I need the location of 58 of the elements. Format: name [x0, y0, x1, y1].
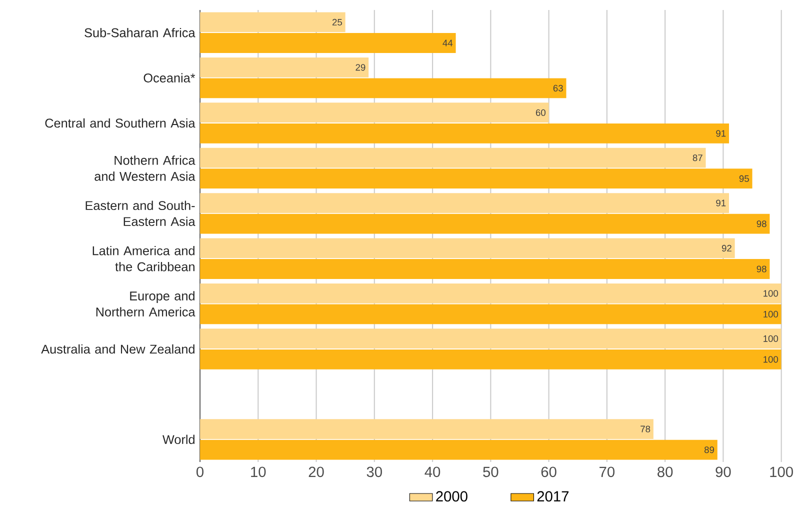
x-tick-label: 60	[541, 466, 556, 478]
bar	[200, 148, 706, 168]
bar	[200, 214, 770, 234]
x-tick-label: 70	[600, 466, 615, 478]
y-tick-label: Europe and Northern America	[96, 291, 196, 316]
bar	[200, 193, 730, 213]
x-tick-label: 10	[251, 466, 266, 478]
bar	[200, 123, 730, 144]
x-tick-label: 80	[658, 466, 673, 478]
data-label: 91	[716, 130, 726, 137]
x-tick-label: 90	[716, 466, 731, 478]
y-tick-label: Oceania*	[144, 73, 196, 82]
data-label: 98	[756, 220, 766, 228]
data-label: 25	[332, 18, 342, 26]
bar	[200, 238, 735, 258]
y-tick-label: Sub-Saharan Africa	[84, 28, 196, 38]
data-label: 92	[722, 244, 732, 252]
data-label: 100	[764, 310, 778, 318]
data-label: 98	[756, 266, 766, 272]
data-label: 63	[553, 84, 563, 92]
x-tick-label: 20	[308, 466, 324, 478]
bar	[200, 283, 782, 304]
bar	[200, 259, 770, 279]
bar	[200, 168, 752, 189]
y-tick-label: World	[162, 434, 194, 444]
data-label: 100	[764, 356, 778, 363]
bar	[200, 328, 782, 349]
x-tick-label: 0	[196, 466, 204, 478]
x-tick-label: 30	[366, 466, 382, 478]
data-label: 100	[764, 290, 778, 297]
bar	[200, 102, 549, 123]
y-tick-label: Latin America and the Caribbean	[92, 246, 194, 272]
bar	[200, 12, 346, 32]
bar	[200, 419, 654, 439]
x-tick-label: 40	[424, 466, 440, 478]
y-tick-label: Central and Southern Asia	[45, 118, 196, 128]
y-tick-label: Nothern Africa and Western Asia	[94, 156, 196, 181]
data-label: 100	[764, 335, 778, 342]
data-label: 95	[739, 175, 749, 182]
data-label: 29	[356, 64, 366, 71]
data-label: 44	[442, 40, 453, 46]
x-tick-label: 50	[483, 466, 498, 478]
bar	[200, 57, 369, 78]
bar	[200, 78, 566, 98]
data-label: 87	[692, 154, 702, 162]
bar	[200, 304, 782, 324]
x-tick-label: 100	[770, 466, 793, 478]
bar	[200, 349, 782, 370]
data-label: 91	[716, 200, 726, 206]
bar	[200, 33, 456, 53]
data-label: 78	[640, 426, 650, 432]
y-tick-label: Eastern and South-Eastern Asia	[86, 200, 196, 226]
data-label: 89	[704, 446, 714, 454]
legend-label: 2000	[436, 491, 468, 502]
bar	[200, 440, 718, 460]
data-label: 60	[536, 109, 546, 116]
y-tick-label: Australia and New Zealand	[41, 344, 194, 354]
legend-label: 2017	[537, 491, 569, 502]
